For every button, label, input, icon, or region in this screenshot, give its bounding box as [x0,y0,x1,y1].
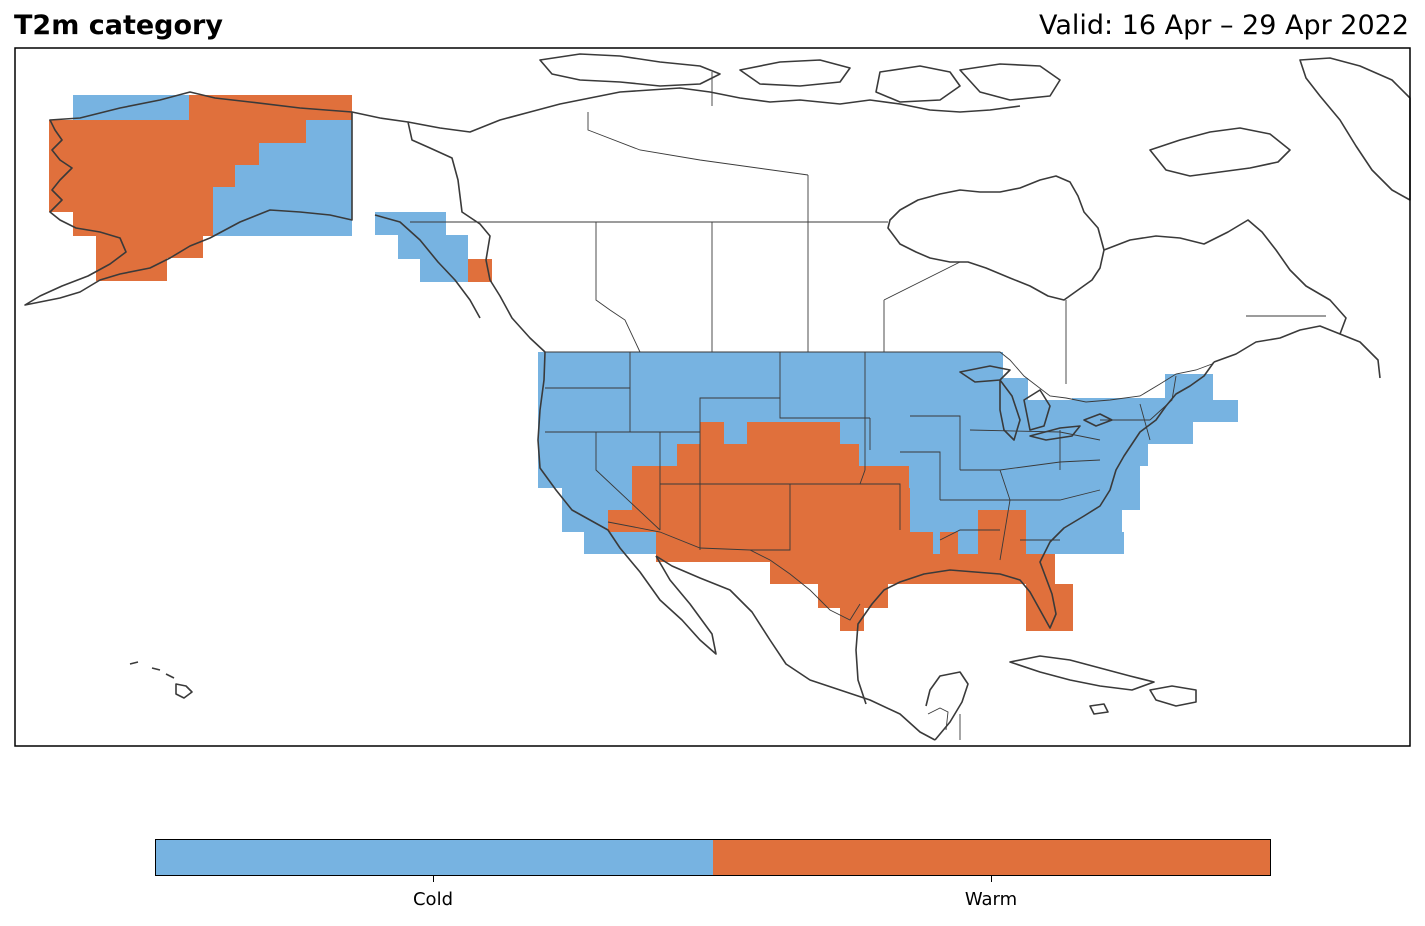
colorbar-warm-segment [713,840,1270,875]
warm-cell [677,466,909,488]
cold-cell [213,187,352,212]
warm-cell [49,143,259,165]
warm-cell [770,554,1055,584]
warm-cell [49,187,213,212]
cold-cell [259,143,352,165]
warm-cell [49,120,306,145]
valid-date-range: Valid: 16 Apr – 29 Apr 2022 [1039,10,1409,41]
warm-cell [189,95,352,120]
warm-cell [677,444,859,466]
anomaly-grid-cells [49,95,1238,631]
cold-cell [538,378,1028,400]
warm-cell [73,212,213,236]
map-title: T2m category [14,10,223,41]
warm-cell [818,584,888,608]
warm-cell [632,466,677,488]
cold-cell [1150,422,1190,444]
colorbar-tick-cold [433,876,434,882]
colorbar [155,839,1271,876]
warm-cell [608,510,910,532]
colorbar-label-warm: Warm [964,889,1018,910]
cold-cell [235,165,352,187]
cold-cell [73,95,189,120]
warm-cell [49,165,235,187]
colorbar-label-cold: Cold [412,889,454,910]
colorbar-tick-warm [991,876,992,882]
warm-cell [700,422,724,444]
cold-cell [420,259,468,282]
cold-cell [306,120,352,145]
cold-cell [538,352,1003,378]
colorbar-cold-segment [156,840,713,875]
warm-cell [978,510,1026,532]
warm-cell [656,532,933,554]
warm-cell [632,488,910,510]
warm-cell [747,422,840,444]
